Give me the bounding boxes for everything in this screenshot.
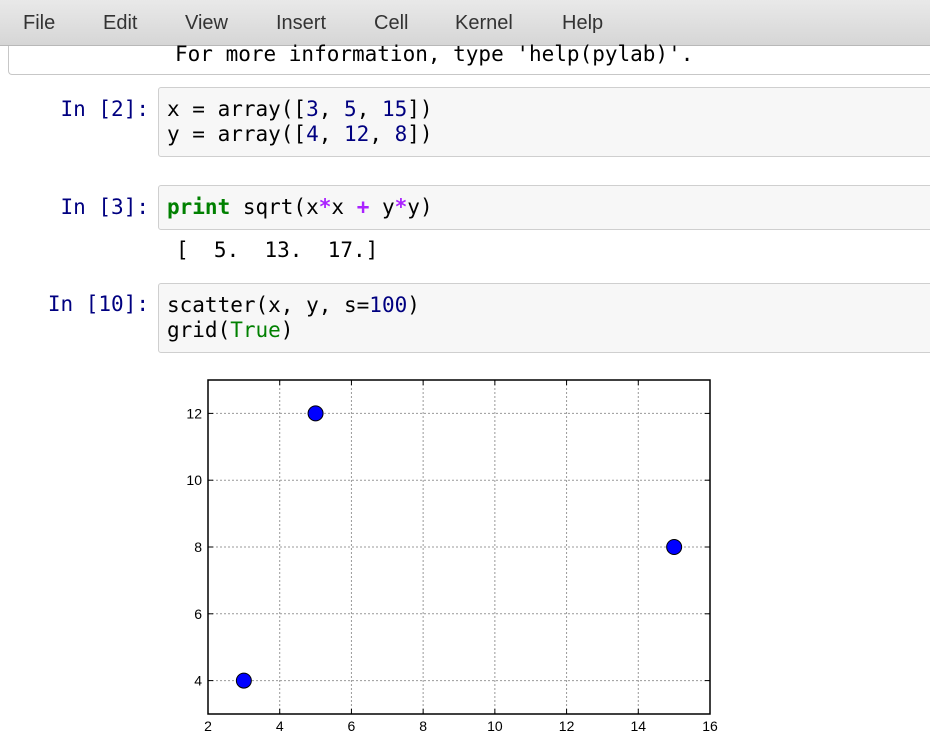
scatter-point — [235, 672, 252, 689]
menu-kernel[interactable]: Kernel — [455, 12, 513, 34]
x-tick-label: 2 — [204, 718, 212, 734]
y-tick-label: 6 — [194, 606, 202, 622]
cell-output-3: [ 5. 13. 17.] — [176, 238, 379, 262]
menu-help[interactable]: Help — [562, 12, 604, 34]
x-tick-label: 16 — [702, 718, 718, 734]
menu-file[interactable]: File — [23, 12, 56, 34]
scatter-point — [307, 405, 324, 422]
previous-output-area: For more information, type 'help(pylab)'… — [8, 42, 930, 75]
code-line: y = array([4, 12, 8]) — [167, 122, 433, 146]
code-line: x = array([3, 5, 15]) — [167, 97, 433, 121]
x-tick-label: 8 — [419, 718, 427, 734]
plot-frame — [207, 379, 711, 715]
cell-prompt-3: In [3]: — [60, 195, 149, 219]
code-editor[interactable]: scatter(x, y, s=100) grid(True) — [167, 293, 420, 343]
code-cell-input-10[interactable]: scatter(x, y, s=100) grid(True) — [158, 283, 930, 353]
cell-prompt-10: In [10]: — [47, 292, 149, 316]
scatter-plot: 2 4 6 8 10 12 14 16 4 6 8 10 12 — [186, 379, 718, 734]
code-line: scatter(x, y, s=100) — [167, 293, 420, 317]
x-tick-label: 10 — [487, 718, 503, 734]
code-line: grid(True) — [167, 318, 294, 342]
scatter-point — [666, 539, 683, 555]
menubar: File Edit View Insert Cell Kernel Help — [0, 0, 930, 46]
y-tick-label: 12 — [186, 405, 202, 421]
code-line: print sqrt(x*x + y*y) — [167, 195, 433, 219]
y-tick-label: 8 — [194, 539, 202, 555]
menu-insert[interactable]: Insert — [276, 12, 327, 34]
menu-cell[interactable]: Cell — [374, 12, 409, 34]
code-editor[interactable]: x = array([3, 5, 15]) y = array([4, 12, 8… — [167, 97, 433, 147]
cell-prompt-2: In [2]: — [60, 97, 149, 121]
code-cell-input-2[interactable]: x = array([3, 5, 15]) y = array([4, 12, 8… — [158, 87, 930, 157]
code-editor[interactable]: print sqrt(x*x + y*y) — [167, 195, 433, 220]
previous-output-text: For more information, type 'help(pylab)'… — [175, 42, 694, 66]
code-cell-input-3[interactable]: print sqrt(x*x + y*y) — [158, 185, 930, 230]
x-tick-label: 6 — [348, 718, 356, 734]
menu-view[interactable]: View — [185, 12, 228, 34]
y-tick-label: 4 — [194, 673, 202, 689]
x-tick-label: 14 — [630, 718, 646, 734]
menu-edit[interactable]: Edit — [103, 12, 138, 34]
x-tick-label: 4 — [276, 718, 284, 734]
y-tick-label: 10 — [186, 472, 202, 488]
x-tick-label: 12 — [559, 718, 575, 734]
